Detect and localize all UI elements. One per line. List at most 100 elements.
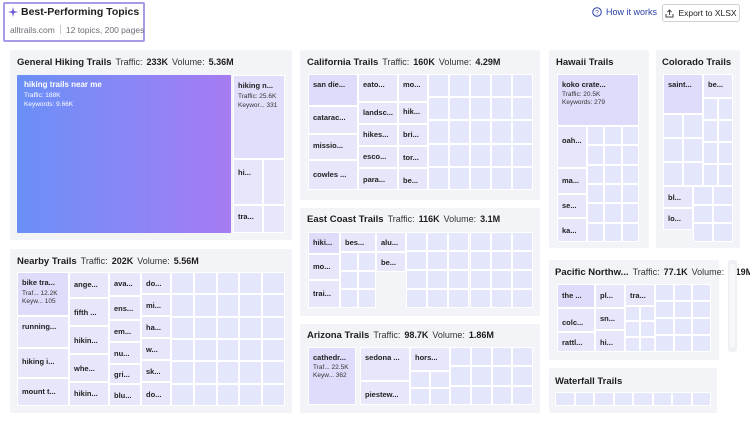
tile-small[interactable]: [673, 284, 693, 301]
tile-small[interactable]: [469, 270, 491, 289]
tile-small[interactable]: [625, 336, 640, 352]
tile-small[interactable]: [491, 366, 513, 386]
tile-small[interactable]: [692, 318, 711, 335]
tile-small[interactable]: [683, 114, 703, 138]
tile-small[interactable]: [449, 74, 470, 98]
tile-topic[interactable]: bl...: [663, 186, 693, 208]
tile-small[interactable]: [216, 294, 240, 317]
tile-topic[interactable]: para...: [358, 168, 398, 190]
tile-hiking-trails-near-me[interactable]: hiking trails near me Traffic: 188K Keyw…: [17, 75, 231, 233]
tile-topic[interactable]: ava...: [109, 272, 141, 296]
tile-small[interactable]: [713, 204, 733, 224]
tile-small[interactable]: [216, 339, 240, 362]
tile-small[interactable]: [428, 74, 449, 98]
tile-small[interactable]: [640, 321, 655, 337]
tile-small[interactable]: [171, 383, 194, 406]
tile-topic[interactable]: w...: [141, 338, 171, 360]
tile-small[interactable]: [239, 272, 263, 295]
tile-small[interactable]: [718, 164, 733, 186]
tile-small[interactable]: [469, 251, 491, 270]
tile-topic[interactable]: san die...: [308, 74, 358, 106]
tile-topic[interactable]: be...: [376, 252, 406, 272]
tile-small[interactable]: [604, 203, 622, 223]
tile-small[interactable]: [640, 306, 655, 322]
tile-small[interactable]: [427, 270, 449, 289]
tile-topic[interactable]: lo...: [663, 208, 693, 230]
tile-small[interactable]: [470, 120, 491, 144]
tile-topic[interactable]: se...: [557, 194, 587, 218]
tile-topic[interactable]: hikes...: [358, 124, 398, 146]
tile-small[interactable]: [673, 318, 693, 335]
tile-topic[interactable]: hors...: [410, 347, 450, 371]
tile-small[interactable]: [470, 74, 491, 98]
tile-small[interactable]: [450, 385, 471, 405]
tile-topic[interactable]: whe...: [69, 354, 109, 382]
tile-small[interactable]: [491, 347, 513, 367]
scrollbar[interactable]: [728, 260, 737, 352]
tile-small[interactable]: [693, 204, 713, 224]
tile-topic[interactable]: hi...: [233, 159, 263, 205]
tile-small[interactable]: [633, 392, 653, 406]
tile-small[interactable]: [193, 383, 217, 406]
tile-small[interactable]: [718, 142, 733, 164]
tile-small[interactable]: [490, 270, 512, 289]
tile-small[interactable]: [683, 138, 703, 162]
tile-topic[interactable]: catarac...: [308, 106, 358, 134]
tile-small[interactable]: [673, 301, 693, 318]
tile-topic[interactable]: the ...: [557, 284, 595, 308]
tile-topic[interactable]: do...: [141, 272, 171, 294]
tile-small[interactable]: [340, 289, 358, 308]
tile-small[interactable]: [512, 166, 533, 190]
tile-small[interactable]: [703, 120, 718, 142]
tile-small[interactable]: [621, 164, 639, 184]
tile-topic[interactable]: landsc...: [358, 102, 398, 124]
tile-small[interactable]: [491, 97, 512, 121]
tile-topic[interactable]: gri...: [109, 364, 141, 384]
tile-small[interactable]: [470, 366, 492, 386]
tile-topic[interactable]: do...: [141, 382, 171, 406]
tile-small[interactable]: [239, 316, 263, 339]
tile-small[interactable]: [512, 366, 533, 386]
tile-small[interactable]: [450, 347, 471, 367]
tile-small[interactable]: [512, 120, 533, 144]
tile-small[interactable]: [703, 164, 718, 186]
tile-small[interactable]: [427, 251, 449, 270]
tile-small[interactable]: [621, 145, 639, 165]
tile-small[interactable]: [625, 321, 640, 337]
tile-topic[interactable]: trai...: [308, 280, 340, 308]
tile-topic[interactable]: blu...: [109, 384, 141, 406]
tile-small[interactable]: [427, 289, 449, 308]
tile-topic[interactable]: hikin...: [69, 326, 109, 354]
tile-small[interactable]: [683, 162, 703, 186]
tile-small[interactable]: [428, 166, 449, 190]
tile-small[interactable]: [652, 392, 672, 406]
tile-small[interactable]: [406, 232, 428, 251]
tile-small[interactable]: [491, 166, 512, 190]
tile-small[interactable]: [469, 232, 491, 251]
tile-topic[interactable]: be...: [703, 74, 733, 98]
export-xlsx-button[interactable]: Export to XLSX: [662, 4, 740, 22]
tile-topic[interactable]: hikin...: [69, 382, 109, 406]
tile-topic[interactable]: hiking i...: [17, 348, 69, 378]
tile-small[interactable]: [491, 143, 512, 167]
tile-small[interactable]: [469, 289, 491, 308]
tile-topic[interactable]: saint...: [663, 74, 703, 114]
tile-small[interactable]: [470, 385, 492, 405]
tile-topic[interactable]: eato...: [358, 74, 398, 102]
tile-topic[interactable]: sedona ...: [360, 347, 410, 381]
tile-small[interactable]: [406, 270, 428, 289]
tile-small[interactable]: [410, 388, 430, 405]
tile-small[interactable]: [655, 284, 674, 301]
tile-small[interactable]: [511, 232, 533, 251]
tile-small[interactable]: [587, 145, 605, 165]
tile-topic[interactable]: sn...: [595, 308, 625, 330]
tile-small[interactable]: [621, 126, 639, 146]
how-it-works-link[interactable]: ? How it works: [592, 7, 657, 17]
tile-small[interactable]: [171, 316, 194, 339]
tile-small[interactable]: [718, 120, 733, 142]
tile-topic[interactable]: running...: [17, 316, 69, 348]
tile-topic[interactable]: alu...: [376, 232, 406, 252]
tile-small[interactable]: [703, 98, 718, 120]
tile-small[interactable]: [604, 164, 622, 184]
tile-small[interactable]: [491, 385, 513, 405]
